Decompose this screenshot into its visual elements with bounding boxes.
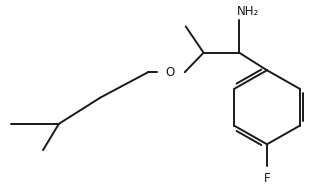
Text: NH₂: NH₂: [237, 5, 259, 18]
Text: F: F: [264, 172, 270, 184]
Text: O: O: [165, 66, 175, 79]
